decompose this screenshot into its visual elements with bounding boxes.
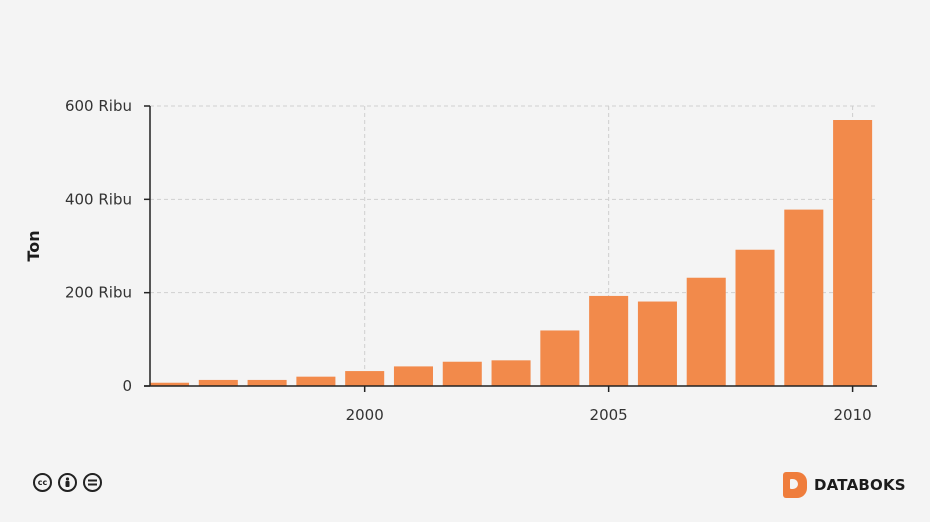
bar xyxy=(833,120,873,386)
y-tick-label: 400 Ribu xyxy=(65,190,132,208)
axes xyxy=(144,105,877,392)
bar xyxy=(247,379,287,386)
bar xyxy=(637,301,677,386)
cc-icon: cc xyxy=(33,473,52,492)
bars xyxy=(150,120,873,386)
y-tick-label: 200 Ribu xyxy=(65,284,132,302)
bar xyxy=(686,277,726,386)
by-icon xyxy=(58,473,77,492)
nd-icon xyxy=(83,473,102,492)
bar xyxy=(345,371,385,386)
x-tick-label: 2000 xyxy=(346,406,384,424)
y-axis-label: Ton xyxy=(24,230,43,261)
tick-labels: 0 200 Ribu 400 Ribu 600 Ribu 2000 2005 2010 xyxy=(65,97,872,424)
bar xyxy=(491,360,531,386)
bar xyxy=(589,295,629,386)
databoks-logo[interactable]: DATABOKS xyxy=(783,472,906,498)
license-icons: cc xyxy=(33,473,102,492)
bar xyxy=(784,209,824,386)
bar xyxy=(198,379,238,386)
bar xyxy=(540,330,580,386)
bar xyxy=(735,249,775,386)
y-tick-label: 600 Ribu xyxy=(65,97,132,115)
databoks-logo-icon xyxy=(783,472,807,498)
bar xyxy=(442,361,482,386)
bar xyxy=(296,376,336,386)
bar xyxy=(150,382,190,386)
brand-name: DATABOKS xyxy=(814,476,906,494)
x-tick-label: 2010 xyxy=(834,406,872,424)
y-tick-label: 0 xyxy=(122,377,132,395)
bar xyxy=(393,366,433,386)
x-tick-label: 2005 xyxy=(590,406,628,424)
